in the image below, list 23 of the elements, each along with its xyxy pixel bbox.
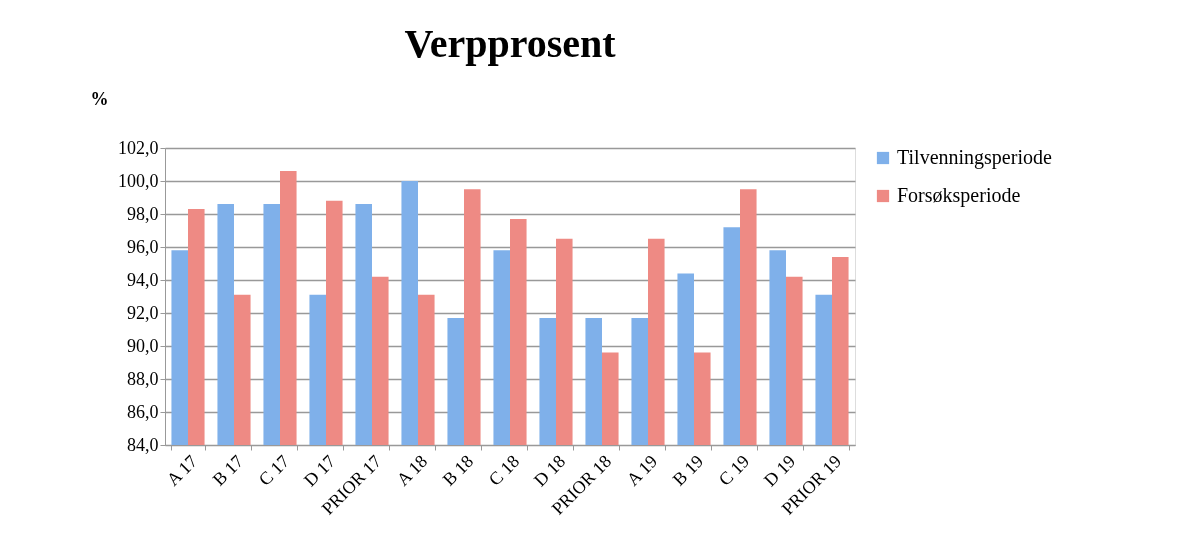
y-axis-title: % (90, 88, 109, 109)
x-tick-label: B 17 (208, 451, 248, 490)
x-tick-label: C 18 (484, 451, 524, 490)
y-tick-label: 98,0 (127, 203, 159, 224)
y-tick-label: 100,0 (118, 170, 159, 191)
x-tick-label: C 19 (714, 451, 754, 490)
legend-label: Forsøksperiode (897, 184, 1021, 207)
y-tick-label: 94,0 (127, 269, 159, 290)
y-tick-label: 88,0 (127, 368, 159, 389)
y-tick-label: 92,0 (127, 302, 159, 323)
x-tick-label: B 19 (668, 451, 708, 490)
y-tick-label: 90,0 (127, 335, 159, 356)
y-tick-label: 86,0 (127, 401, 159, 422)
y-tick-label: 84,0 (127, 434, 159, 455)
x-tick-label: A 19 (622, 451, 662, 490)
x-tick-label: A 18 (392, 451, 432, 490)
x-tick-label: C 17 (254, 451, 294, 490)
legend-label: Tilvenningsperiode (897, 146, 1052, 169)
x-tick-label: B 18 (438, 451, 478, 490)
x-tick-label: A 17 (162, 451, 202, 490)
y-tick-label: 96,0 (127, 236, 159, 257)
chart-title: Verpprosent (404, 21, 617, 66)
y-tick-label: 102,0 (118, 137, 159, 158)
